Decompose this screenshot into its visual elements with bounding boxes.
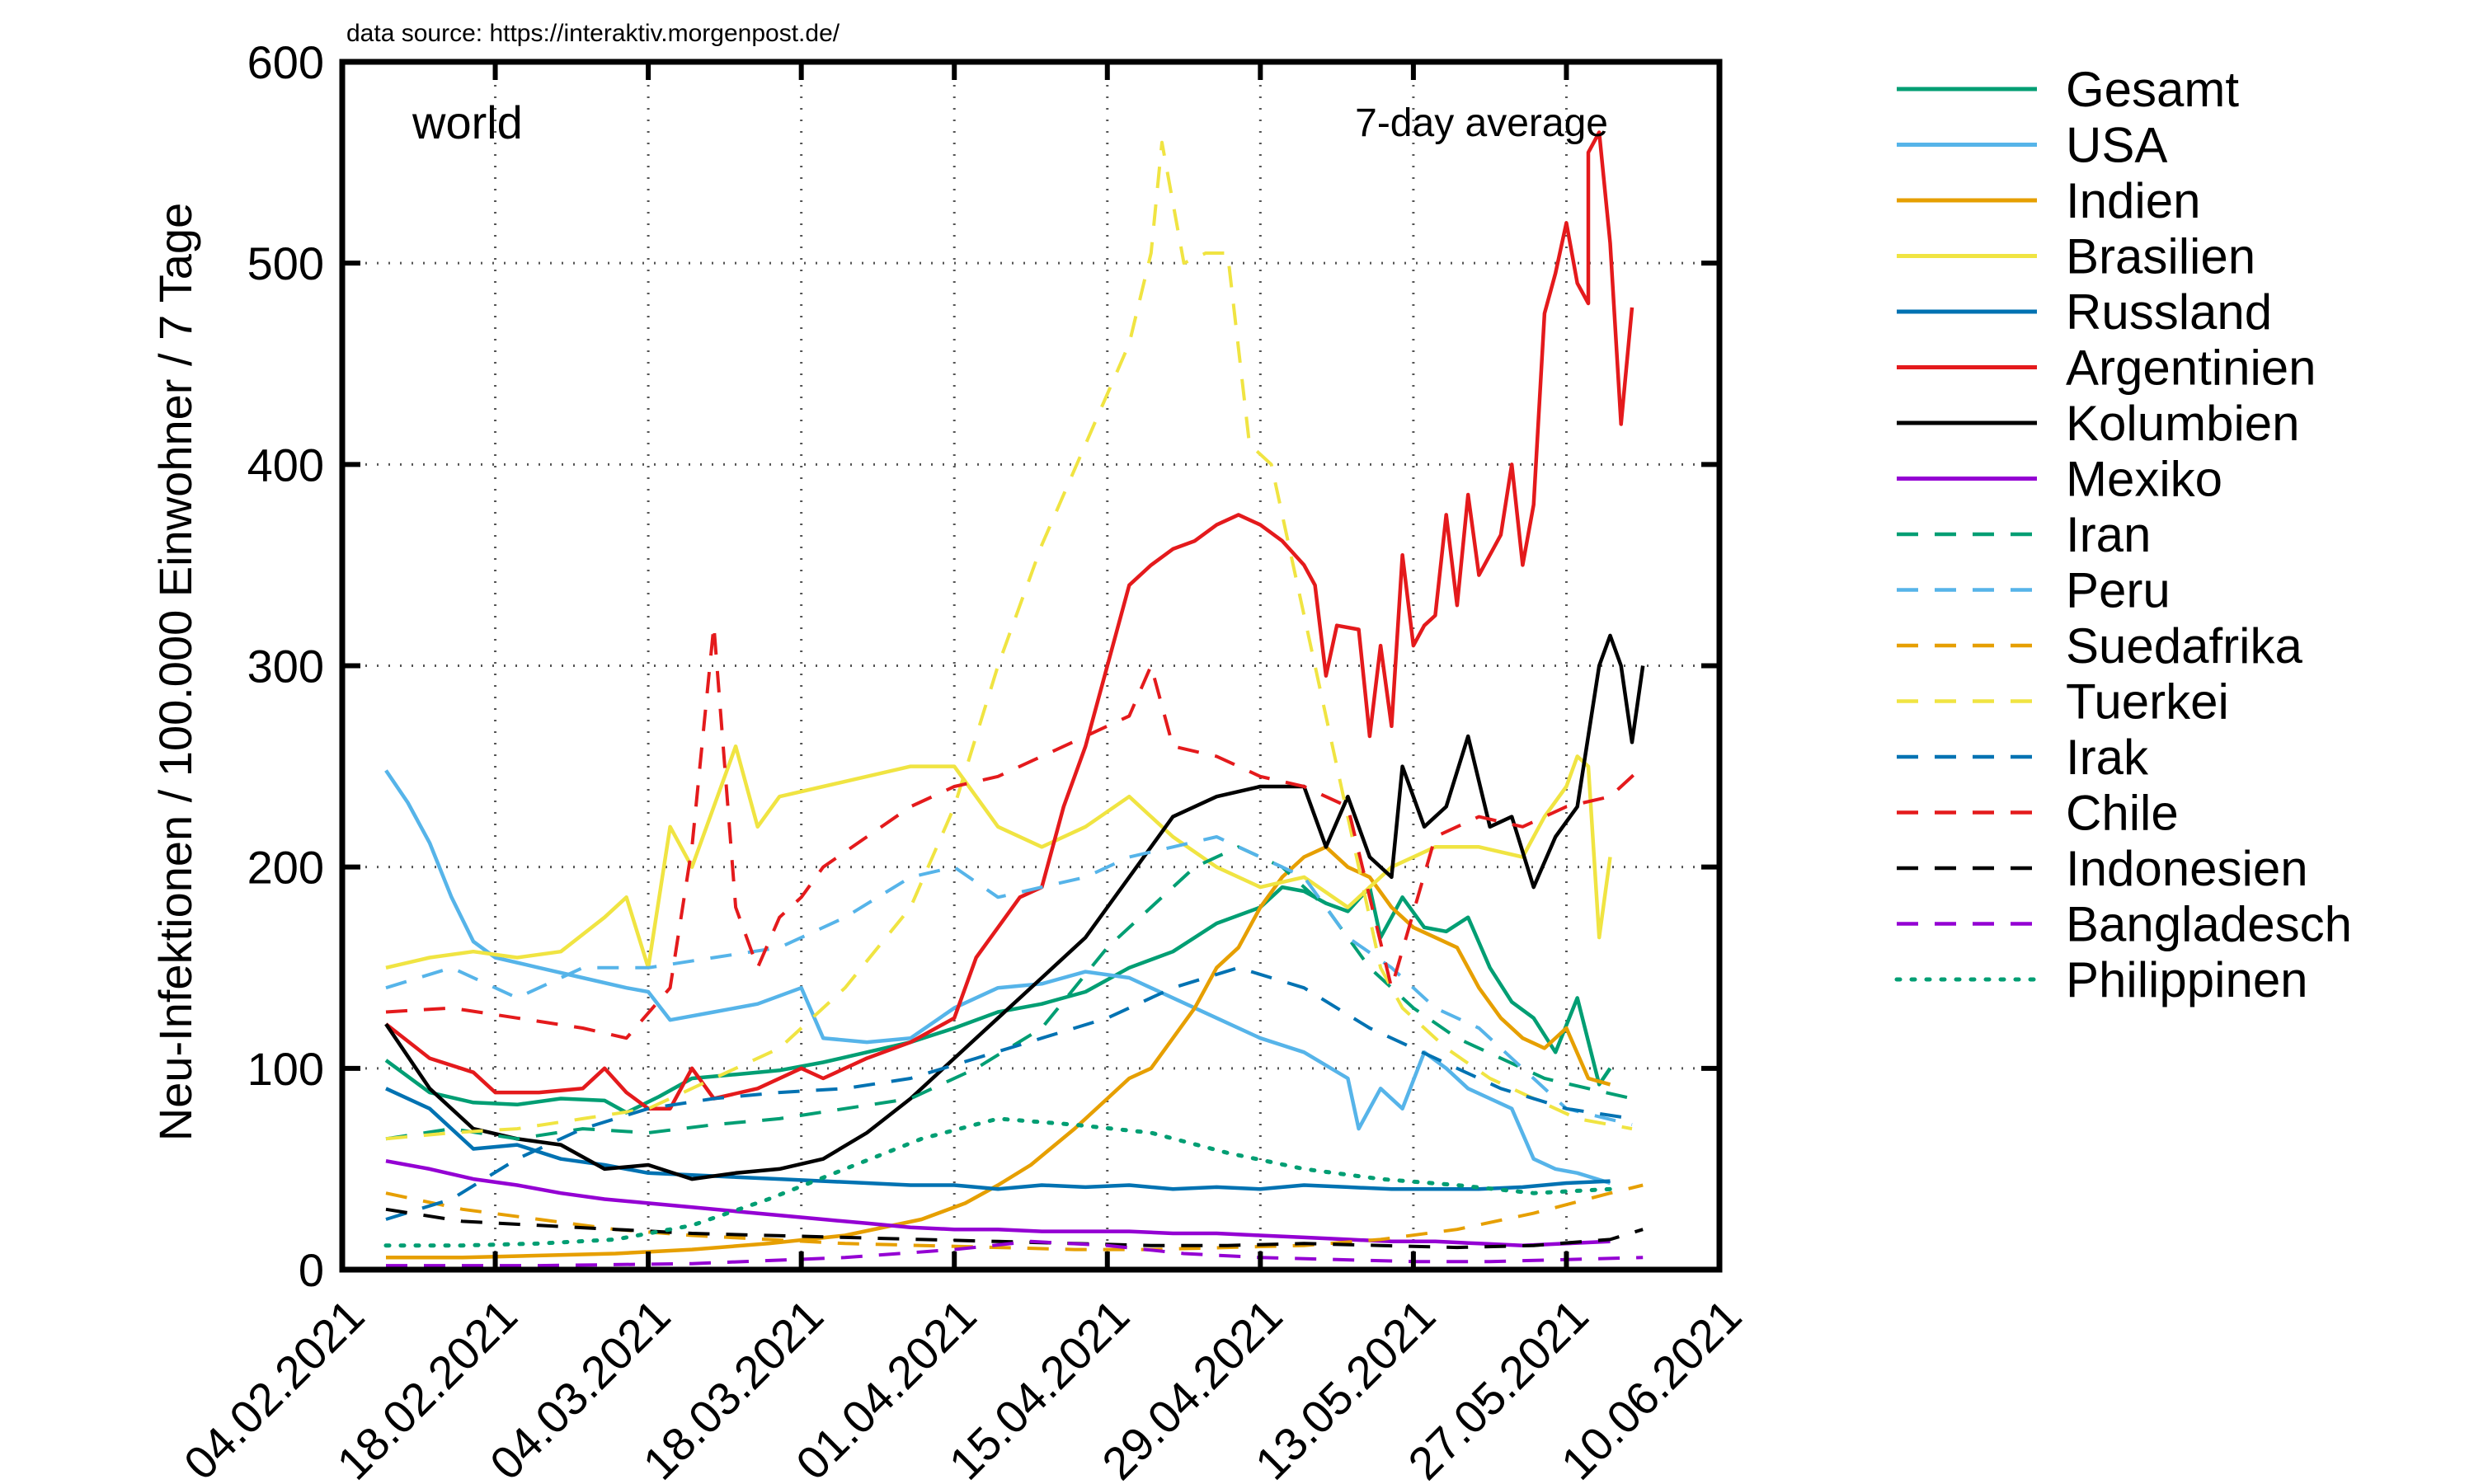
- source-note: data source: https://interaktiv.morgenpo…: [346, 20, 840, 47]
- series-line-bangladesch: [386, 1239, 1644, 1268]
- region-label: world: [412, 96, 523, 148]
- y-axis-label: Neu-Infektionen / 100.000 Einwohner / 7 …: [149, 203, 201, 1141]
- series-line-russland: [385, 1087, 1611, 1191]
- legend-label-usa: USA: [2066, 118, 2167, 173]
- y-tick-label: 600: [247, 36, 324, 88]
- y-tick-label: 500: [247, 237, 324, 289]
- legend-label-iran: Iran: [2066, 507, 2151, 562]
- grid: [342, 62, 1719, 1270]
- legend-label-philippinen: Philippinen: [2066, 952, 2308, 1007]
- legend-label-chile: Chile: [2066, 786, 2179, 841]
- legend-label-indonesien: Indonesien: [2066, 841, 2308, 896]
- legend-label-russland: Russland: [2066, 284, 2272, 340]
- series-layer: [383, 130, 1645, 1268]
- series-line-usa: [384, 769, 1611, 1186]
- series-line-tuerkei: [385, 140, 1633, 1141]
- plot-frame: [339, 59, 1723, 1273]
- y-tick-label: 0: [299, 1244, 324, 1296]
- series-line-kolumbien: [384, 633, 1645, 1181]
- series-line-argentinien: [384, 130, 1634, 1111]
- legend-label-mexiko: Mexiko: [2066, 452, 2222, 507]
- legend-label-kolumbien: Kolumbien: [2066, 396, 2300, 451]
- legend-label-tuerkei: Tuerkei: [2066, 674, 2229, 730]
- series-line-chile: [385, 623, 1644, 1040]
- y-tick-label: 200: [247, 842, 324, 894]
- legend-label-argentinien: Argentinien: [2066, 340, 2316, 396]
- y-tick-label: 400: [247, 439, 324, 491]
- series-line-iran: [385, 845, 1633, 1141]
- legend-label-bangladesch: Bangladesch: [2066, 897, 2352, 952]
- series-line-suedafrika: [385, 1183, 1644, 1252]
- legend-label-peru: Peru: [2066, 563, 2171, 618]
- legend-label-brasilien: Brasilien: [2066, 229, 2255, 284]
- series-line-irak: [385, 965, 1633, 1221]
- series-line-indien: [386, 845, 1611, 1260]
- y-tick-label: 300: [247, 641, 324, 693]
- average-label: 7-day average: [1355, 101, 1608, 145]
- series-line-peru: [385, 835, 1633, 1127]
- legend-label-gesamt: Gesamt: [2066, 62, 2239, 117]
- y-axis: 0 100 200 300 400 500 600: [247, 36, 1719, 1296]
- legend: GesamtUSAIndienBrasilienRusslandArgentin…: [1894, 62, 2352, 1007]
- legend-label-irak: Irak: [2066, 730, 2149, 785]
- legend-label-suedafrika: Suedafrika: [2066, 618, 2302, 674]
- series-line-mexiko: [385, 1158, 1611, 1247]
- legend-label-indien: Indien: [2066, 173, 2200, 228]
- y-tick-label: 100: [247, 1043, 324, 1095]
- series-line-philippinen: [383, 1116, 1612, 1248]
